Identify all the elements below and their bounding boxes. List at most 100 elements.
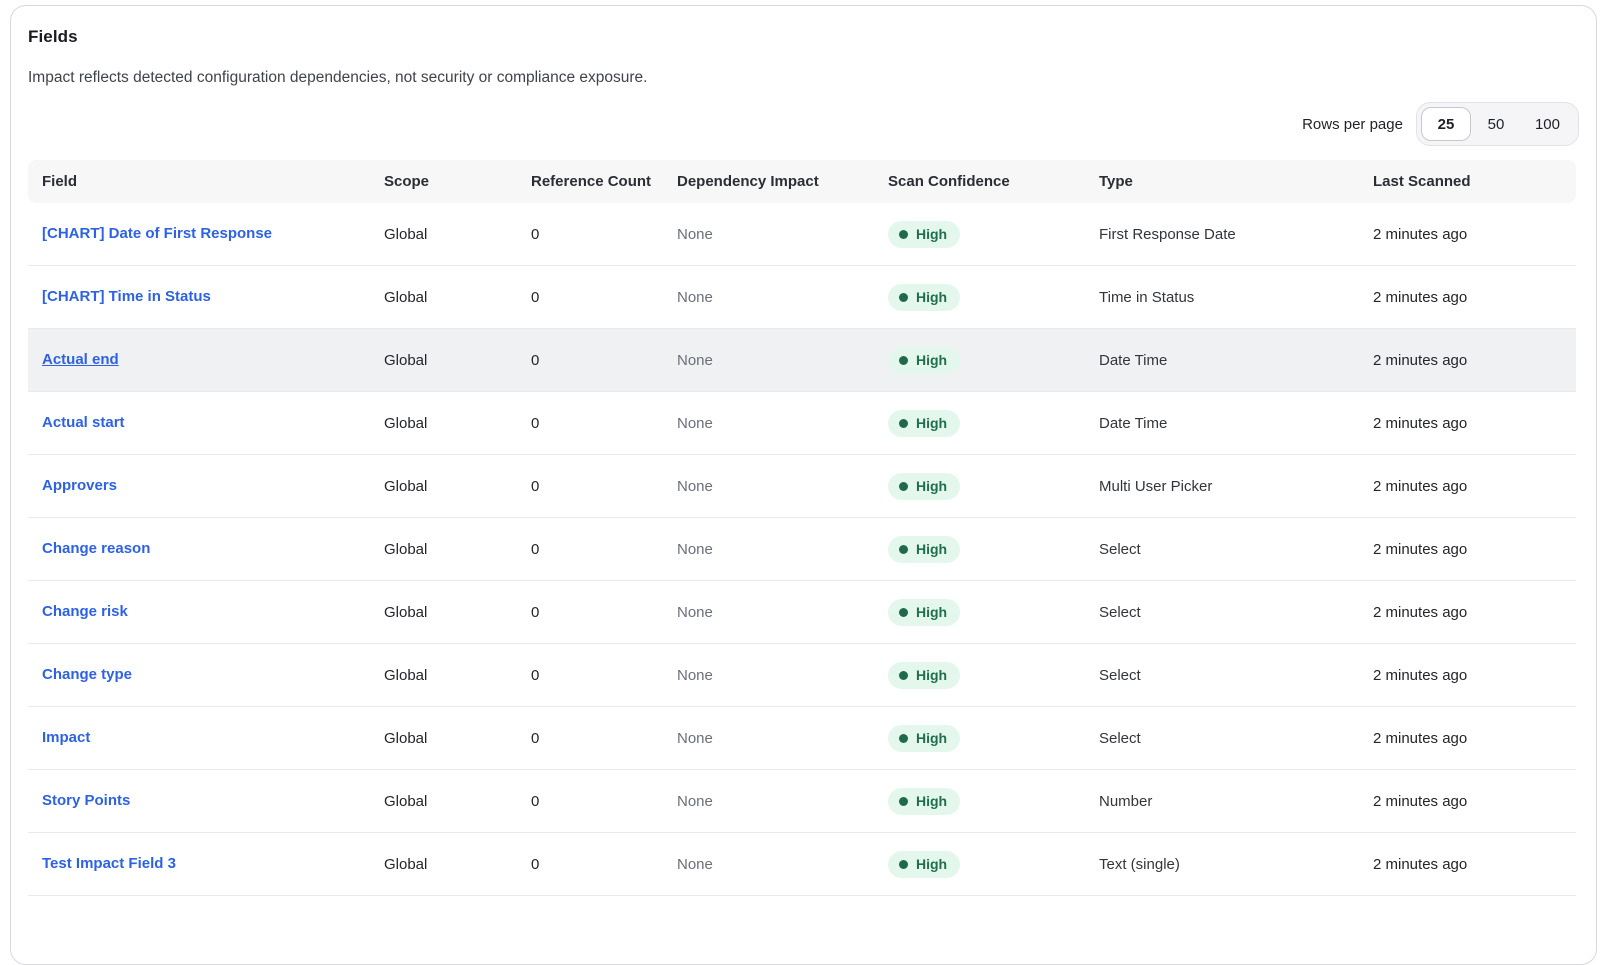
dependency-impact-cell: None [677, 855, 713, 873]
impact-disclaimer-text: Impact reflects detected configuration d… [28, 69, 648, 86]
scan-confidence-cell: High [874, 598, 1085, 626]
last-scanned-cell: 2 minutes ago [1373, 225, 1468, 243]
dependency-impact-cell: None [677, 666, 713, 684]
confidence-badge: High [888, 850, 961, 878]
scan-confidence-cell: High [874, 661, 1085, 689]
confidence-dot-icon [899, 796, 908, 806]
confidence-badge: High [888, 535, 961, 563]
scope-cell: Global [384, 540, 428, 558]
confidence-dot-icon [899, 418, 908, 428]
confidence-dot-icon [899, 292, 908, 302]
type-cell: Date Time [1099, 351, 1168, 369]
column-header-dependency-impact: Dependency Impact [677, 173, 819, 190]
last-scanned-cell: 2 minutes ago [1373, 288, 1468, 306]
confidence-label: High [916, 478, 948, 494]
confidence-label: High [916, 415, 948, 431]
confidence-dot-icon [899, 544, 908, 554]
type-cell: Select [1099, 729, 1141, 747]
page-title: Fields [28, 27, 78, 46]
scan-confidence-cell: High [874, 787, 1085, 815]
scope-cell: Global [384, 414, 428, 432]
dependency-impact-cell: None [677, 792, 713, 810]
scope-cell: Global [384, 855, 428, 873]
rows-per-page-label: Rows per page [1302, 115, 1403, 133]
confidence-label: High [916, 604, 948, 620]
last-scanned-cell: 2 minutes ago [1373, 729, 1468, 747]
table-controls: Rows per page 25 50 100 [28, 102, 1579, 146]
field-link[interactable]: [CHART] Time in Status [42, 288, 211, 305]
confidence-badge: High [888, 409, 961, 437]
confidence-dot-icon [899, 481, 908, 491]
field-link[interactable]: Actual end [42, 351, 119, 368]
last-scanned-cell: 2 minutes ago [1373, 414, 1468, 432]
scan-confidence-cell: High [874, 724, 1085, 752]
last-scanned-cell: 2 minutes ago [1373, 855, 1468, 873]
confidence-label: High [916, 856, 948, 872]
column-header-scope: Scope [384, 173, 430, 190]
type-cell: Select [1099, 603, 1141, 621]
dependency-impact-cell: None [677, 729, 713, 747]
confidence-label: High [916, 352, 948, 368]
confidence-badge: High [888, 787, 961, 815]
confidence-badge: High [888, 220, 961, 248]
type-cell: Multi User Picker [1099, 477, 1213, 495]
scope-cell: Global [384, 729, 428, 747]
column-header-type: Type [1099, 173, 1133, 190]
confidence-dot-icon [899, 733, 908, 743]
table-header-row: Field Scope Reference Count Dependency Impa… [28, 160, 1576, 203]
dependency-impact-cell: None [677, 351, 713, 369]
rows-per-page-option-25[interactable]: 25 [1420, 107, 1471, 141]
reference-count-cell: 0 [531, 540, 540, 558]
column-header-reference-count: Reference Count [531, 173, 652, 190]
type-cell: Time in Status [1099, 288, 1195, 306]
last-scanned-cell: 2 minutes ago [1373, 603, 1468, 621]
scan-confidence-cell: High [874, 346, 1085, 374]
confidence-dot-icon [899, 607, 908, 617]
scope-cell: Global [384, 666, 428, 684]
field-link[interactable]: Impact [42, 729, 91, 746]
reference-count-cell: 0 [531, 477, 540, 495]
table-body: [CHART] Date of First Response Global 0 … [28, 203, 1576, 896]
field-link[interactable]: Actual start [42, 414, 125, 431]
column-header-field: Field [42, 173, 78, 190]
scope-cell: Global [384, 477, 428, 495]
dependency-impact-cell: None [677, 288, 713, 306]
column-header-scan-confidence: Scan Confidence [888, 173, 1010, 190]
field-link[interactable]: Approvers [42, 477, 118, 494]
last-scanned-cell: 2 minutes ago [1373, 477, 1468, 495]
dependency-impact-cell: None [677, 225, 713, 243]
field-link[interactable]: Story Points [42, 792, 131, 809]
rows-per-page-option-50[interactable]: 50 [1471, 107, 1521, 141]
fields-table: Field Scope Reference Count Dependency Impa… [28, 160, 1576, 896]
field-link[interactable]: Change risk [42, 603, 128, 620]
dependency-impact-cell: None [677, 603, 713, 621]
rows-per-page-option-100[interactable]: 100 [1521, 107, 1574, 141]
field-link[interactable]: Test Impact Field 3 [42, 855, 176, 872]
table-row: Test Impact Field 3 Global 0 None High T… [28, 833, 1576, 896]
type-cell: Date Time [1099, 414, 1168, 432]
last-scanned-cell: 2 minutes ago [1373, 351, 1468, 369]
field-link[interactable]: Change reason [42, 540, 151, 557]
column-header-last-scanned: Last Scanned [1373, 173, 1471, 190]
confidence-badge: High [888, 472, 961, 500]
reference-count-cell: 0 [531, 288, 540, 306]
table-row: Actual end Global 0 None High Date Time … [28, 329, 1576, 392]
confidence-badge: High [888, 283, 961, 311]
confidence-label: High [916, 289, 948, 305]
confidence-dot-icon [899, 229, 908, 239]
table-row: Impact Global 0 None High Select 2 minut… [28, 707, 1576, 770]
last-scanned-cell: 2 minutes ago [1373, 666, 1468, 684]
confidence-dot-icon [899, 859, 908, 869]
table-row: [CHART] Date of First Response Global 0 … [28, 203, 1576, 266]
confidence-label: High [916, 541, 948, 557]
reference-count-cell: 0 [531, 414, 540, 432]
type-cell: Select [1099, 666, 1141, 684]
field-link[interactable]: [CHART] Date of First Response [42, 225, 273, 242]
rows-per-page-control: 25 50 100 [1415, 102, 1579, 146]
table-row: Change risk Global 0 None High Select 2 … [28, 581, 1576, 644]
scope-cell: Global [384, 288, 428, 306]
fields-card: Fields Impact reflects detected configur… [10, 5, 1597, 965]
confidence-dot-icon [899, 355, 908, 365]
scan-confidence-cell: High [874, 283, 1085, 311]
field-link[interactable]: Change type [42, 666, 133, 683]
